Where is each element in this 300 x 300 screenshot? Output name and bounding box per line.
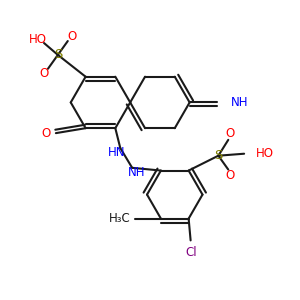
Text: O: O: [226, 169, 235, 182]
Text: O: O: [67, 30, 76, 43]
Text: HO: HO: [29, 33, 47, 46]
Text: O: O: [39, 67, 49, 80]
Text: S: S: [54, 48, 62, 62]
Text: O: O: [226, 128, 235, 140]
Text: NH: NH: [231, 96, 249, 109]
Text: NH: NH: [128, 166, 145, 179]
Text: S: S: [214, 149, 223, 162]
Text: H₃C: H₃C: [108, 212, 130, 225]
Text: HO: HO: [256, 147, 274, 160]
Text: O: O: [41, 127, 51, 140]
Text: Cl: Cl: [186, 246, 197, 259]
Text: HN: HN: [108, 146, 125, 160]
